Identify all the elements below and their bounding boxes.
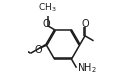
Text: NH$_2$: NH$_2$ — [77, 62, 97, 75]
Text: O: O — [35, 45, 42, 55]
Text: CH$_3$: CH$_3$ — [38, 1, 57, 14]
Text: O: O — [81, 19, 89, 29]
Text: O: O — [43, 19, 51, 29]
